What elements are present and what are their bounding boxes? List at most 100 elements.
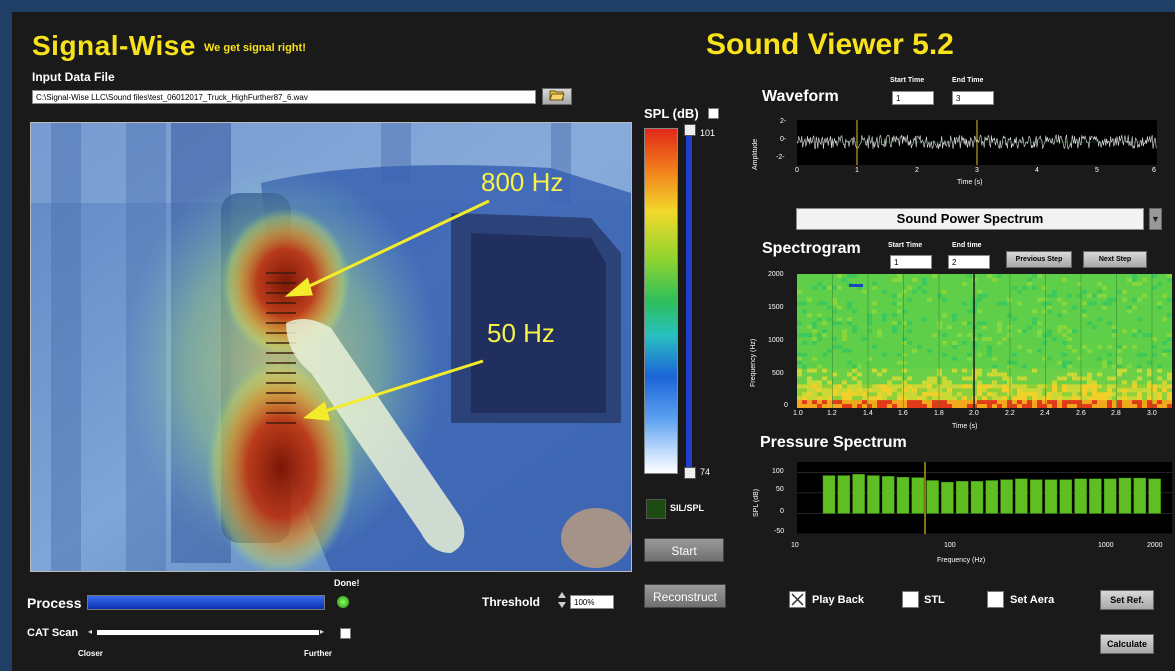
spectrogram-cell <box>877 329 883 334</box>
spectrogram-cell <box>1107 388 1113 393</box>
spectrogram-cell <box>1012 348 1018 354</box>
spectrogram-cell <box>1162 404 1168 409</box>
spectrogram-cell <box>862 329 868 334</box>
spectrogram-cell <box>967 352 973 358</box>
play-back-checkbox[interactable] <box>789 591 806 608</box>
spectrogram-cell <box>922 372 928 377</box>
spectrogram-cell <box>1112 341 1118 346</box>
spectrogram-cell <box>1117 404 1123 409</box>
spectrogram-cell <box>887 356 893 362</box>
browse-folder-button[interactable] <box>542 88 572 105</box>
stl-checkbox[interactable] <box>902 591 919 608</box>
spectrogram-cell <box>912 301 918 306</box>
spectrogram-cell <box>897 364 903 369</box>
waveform-plot[interactable] <box>796 120 1157 165</box>
spectrogram-cell <box>1097 325 1103 330</box>
input-file-path-field[interactable]: C:\Signal-Wise LLC\Sound files\test_0601… <box>32 90 536 104</box>
previous-step-button[interactable]: Previous Step <box>1006 251 1072 268</box>
waveform-end-time-input[interactable]: 3 <box>952 91 994 105</box>
sil-spl-toggle[interactable] <box>646 499 666 519</box>
spectrogram-cell <box>802 396 808 401</box>
spectrogram-cell <box>862 396 868 401</box>
spectrum-type-select[interactable]: Sound Power Spectrum <box>796 208 1144 230</box>
spectrogram-cell <box>1087 313 1093 318</box>
spectrogram-cell <box>827 376 833 381</box>
spectrogram-end-time-input[interactable]: 2 <box>948 255 990 269</box>
spectrogram-start-time-input[interactable]: 1 <box>890 255 932 269</box>
spectrogram-cell <box>897 348 903 354</box>
calculate-button[interactable]: Calculate <box>1100 634 1154 654</box>
spectrogram-cell <box>1057 392 1063 397</box>
spectrogram-cell <box>917 352 923 358</box>
spectrogram-cell <box>847 360 853 366</box>
set-aera-checkbox[interactable] <box>987 591 1004 608</box>
spectrogram-cell <box>827 317 833 322</box>
threshold-stepper[interactable] <box>557 591 567 609</box>
spectrogram-cell <box>982 289 988 295</box>
spectrogram-cell <box>977 277 983 283</box>
spectrogram-cell <box>1097 321 1103 326</box>
spl-checkbox[interactable] <box>708 108 719 119</box>
spectrogram-cell <box>1037 309 1043 314</box>
spectrogram-cell <box>897 297 903 302</box>
spectrogram-cell <box>807 289 813 295</box>
spectrogram-cell <box>1062 380 1068 385</box>
spectrogram-cell <box>862 285 868 291</box>
spectrogram-cell <box>827 380 833 385</box>
spectrogram-xtick: 3.0 <box>1147 410 1157 417</box>
spl-max-handle[interactable] <box>684 124 696 136</box>
spectrogram-cell <box>837 364 843 369</box>
spectrogram-cell <box>1162 277 1168 283</box>
spectrogram-cell <box>1042 333 1048 338</box>
set-ref-button[interactable]: Set Ref. <box>1100 590 1154 610</box>
spectrogram-cell <box>1107 325 1113 330</box>
spectrogram-cell <box>882 384 888 389</box>
spectrogram-cell <box>967 396 973 401</box>
spectrogram-cell <box>802 380 808 385</box>
cat-scan-checkbox[interactable] <box>340 628 351 639</box>
spectrogram-cell <box>812 360 818 366</box>
spectrogram-cell <box>817 376 823 381</box>
spectrogram-end-time-label: End time <box>952 242 982 249</box>
spectrogram-cell <box>922 380 928 385</box>
spectrogram-cell <box>1157 404 1163 409</box>
spectrogram-cell <box>1142 368 1148 373</box>
spectrogram-cell <box>857 388 863 393</box>
spl-range-slider-track[interactable] <box>686 132 692 470</box>
spectrogram-cell <box>947 289 953 295</box>
threshold-input[interactable]: 100% <box>570 595 614 609</box>
spectrogram-cell <box>1142 325 1148 330</box>
spectrogram-cell <box>847 329 853 334</box>
spl-min-handle[interactable] <box>684 467 696 479</box>
spectrogram-cell <box>947 274 953 279</box>
spectrogram-cell <box>997 321 1003 326</box>
spectrogram-cell <box>1142 380 1148 385</box>
spectrogram-cell <box>977 356 983 362</box>
spectrogram-cell <box>892 392 898 397</box>
spectrogram-cell <box>922 281 928 287</box>
next-step-button[interactable]: Next Step <box>1083 251 1147 268</box>
waveform-start-time-input[interactable]: 1 <box>892 91 934 105</box>
chevron-down-icon[interactable]: ▼ <box>1149 208 1162 230</box>
spectrogram-cell <box>1002 392 1008 397</box>
spectrogram-cell <box>1082 356 1088 362</box>
cat-scan-track[interactable] <box>97 630 319 635</box>
spectrogram-plot[interactable] <box>797 274 1173 409</box>
spectrogram-cell <box>1097 281 1103 287</box>
spectrogram-cell <box>987 380 993 385</box>
spectrogram-cell <box>947 356 953 362</box>
spectrogram-cell <box>922 400 928 405</box>
acoustic-camera-view[interactable]: 800 Hz 50 Hz <box>30 122 632 572</box>
spectrogram-cell <box>1127 325 1133 330</box>
spectrogram-cell <box>1002 329 1008 334</box>
reconstruct-button[interactable]: Reconstruct <box>644 584 726 608</box>
spectrogram-xtick: 1.8 <box>934 410 944 417</box>
start-button[interactable]: Start <box>644 538 724 562</box>
spectrogram-cell <box>812 329 818 334</box>
cat-scan-slider[interactable]: ◂ ▸ <box>88 627 328 637</box>
spectrogram-cell <box>937 321 943 326</box>
pressure-spectrum-plot[interactable] <box>797 462 1172 535</box>
spectrogram-cell <box>882 289 888 295</box>
spectrogram-ytick: 1500 <box>768 304 784 311</box>
spectrogram-cell <box>977 372 983 377</box>
